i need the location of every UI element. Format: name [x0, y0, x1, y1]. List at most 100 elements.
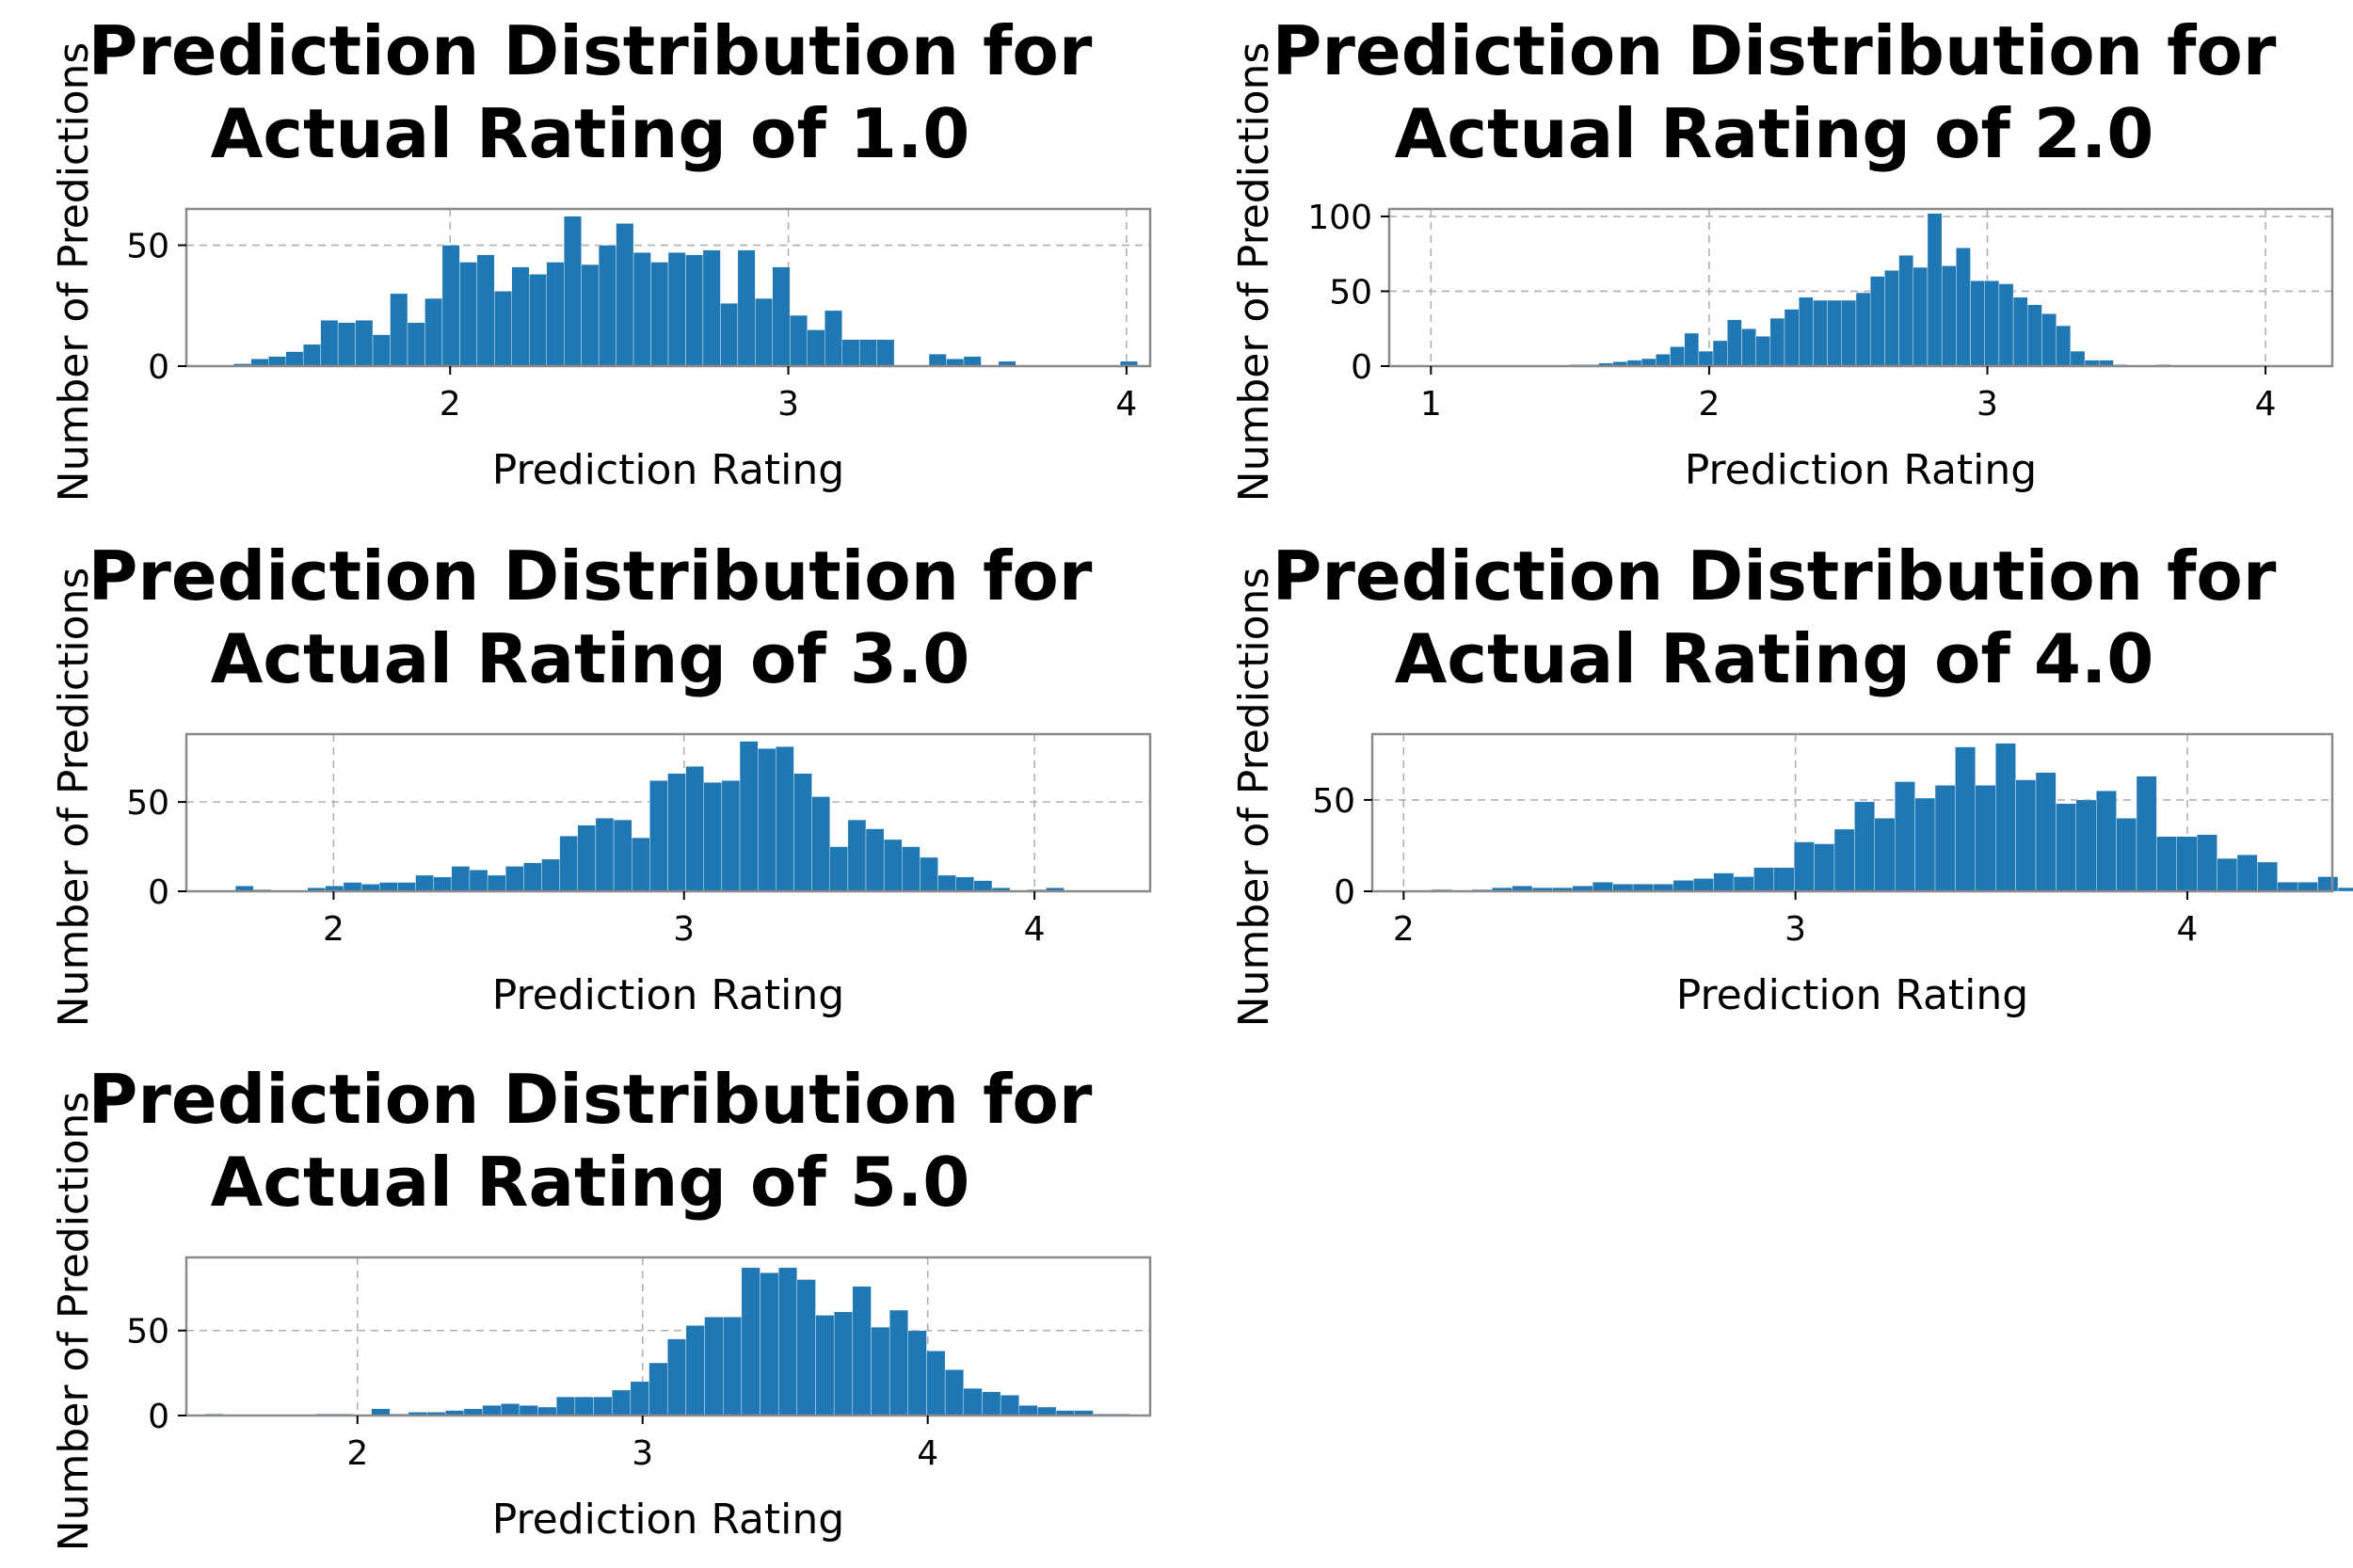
histogram-bar	[441, 245, 460, 367]
histogram-bar	[982, 1391, 1001, 1416]
histogram-bar	[546, 262, 565, 367]
histogram-bar	[926, 1351, 946, 1416]
histogram-bar	[829, 846, 849, 892]
histogram-bar	[667, 252, 686, 367]
histogram-bar	[415, 874, 434, 892]
histogram-bar	[685, 765, 704, 892]
histogram-bar	[741, 1267, 760, 1416]
histogram-bar	[2257, 861, 2278, 892]
x-tick-label: 4	[2255, 385, 2277, 424]
histogram-bar	[593, 1396, 613, 1416]
chart-title-line-1: Prediction Distribution for	[1273, 536, 2277, 616]
histogram-bar	[1727, 319, 1742, 367]
histogram-bar	[1869, 276, 1885, 367]
histogram-bar	[1713, 872, 1735, 892]
histogram-bar	[737, 249, 756, 367]
chart-title-line-1: Prediction Distribution for	[1273, 11, 2277, 90]
histogram-bar	[372, 334, 391, 367]
histogram-bar	[2035, 772, 2057, 892]
y-tick-label: 0	[1334, 873, 1355, 912]
x-tick-label: 4	[2177, 910, 2199, 949]
x-tick-label: 4	[917, 1434, 938, 1473]
histogram-bar	[1841, 299, 1857, 367]
plot-frame	[184, 1256, 1152, 1417]
histogram-bar	[268, 356, 286, 367]
histogram-bar	[519, 1404, 538, 1416]
chart-title-line-2: Actual Rating of 1.0	[211, 94, 970, 173]
histogram-bar	[487, 874, 506, 892]
histogram-bar	[2041, 313, 2057, 367]
y-tick-label: 50	[126, 784, 169, 823]
histogram-bar	[482, 1404, 502, 1416]
histogram-bar	[1914, 797, 1936, 892]
plot-frame	[184, 207, 1152, 368]
histogram-bar	[2056, 803, 2077, 892]
histogram-bar	[702, 249, 721, 367]
histogram-bar	[963, 356, 982, 367]
histogram-bar	[722, 1317, 743, 1416]
histogram-bar	[973, 880, 993, 892]
histogram-bar	[852, 1286, 872, 1416]
histogram-bar	[1712, 340, 1728, 367]
histogram-bar	[2176, 836, 2198, 892]
histogram-bar	[2297, 882, 2318, 892]
x-tick-label: 2	[1393, 910, 1415, 949]
histogram-bar	[739, 741, 759, 892]
histogram-bar	[920, 856, 938, 892]
histogram-bar	[285, 351, 304, 367]
histogram-bar	[685, 254, 704, 367]
histogram-bar	[1755, 335, 1771, 367]
histogram-bar	[833, 1311, 854, 1416]
histogram-bar	[577, 824, 597, 892]
histogram-bar	[1874, 818, 1896, 892]
histogram-bar	[1794, 841, 1815, 892]
histogram-bar	[772, 266, 791, 367]
histogram-bar	[955, 876, 975, 892]
histogram-bar	[2012, 296, 2028, 367]
x-tick-label: 1	[1420, 385, 1442, 424]
histogram-bar	[704, 1317, 724, 1416]
x-tick-label: 3	[1785, 910, 1806, 949]
histogram-bar	[847, 819, 867, 892]
histogram-bar	[2116, 818, 2137, 892]
histogram-bar	[907, 1330, 927, 1416]
histogram-bar	[1941, 265, 1957, 367]
histogram-bar	[1998, 283, 2014, 367]
histogram-bar	[757, 747, 776, 892]
histogram-bar	[630, 1381, 649, 1416]
histogram-bar	[2317, 876, 2339, 892]
histogram-bar	[777, 1267, 798, 1416]
histogram-bar	[815, 1315, 835, 1416]
histogram-bar	[790, 314, 808, 367]
histogram-bar	[811, 796, 830, 892]
histogram-bar	[1656, 354, 1671, 367]
histogram-bar	[1827, 299, 1842, 367]
histogram-bar	[598, 245, 616, 367]
x-tick-label: 2	[1698, 385, 1720, 424]
histogram-bar	[793, 773, 812, 892]
histogram-bar	[649, 780, 668, 892]
plot-frame	[1387, 207, 2334, 368]
histogram-bar	[556, 1396, 576, 1416]
histogram-bar	[1813, 299, 1828, 367]
histogram-bar	[1975, 785, 1996, 892]
histogram-bar	[2197, 834, 2217, 892]
chart-title-line-2: Actual Rating of 3.0	[211, 619, 970, 698]
histogram-bar	[501, 1403, 520, 1416]
histogram-bar	[476, 254, 495, 367]
y-tick-label: 50	[1312, 782, 1355, 821]
histogram-bar	[511, 266, 530, 367]
histogram-bar	[612, 1389, 632, 1416]
histogram-bar	[1884, 270, 1899, 367]
histogram-bar	[424, 297, 443, 367]
histogram-bar	[397, 882, 416, 892]
x-tick-label: 3	[673, 910, 695, 949]
y-tick-label: 50	[126, 228, 169, 266]
x-axis-label: Prediction Rating	[492, 1496, 844, 1544]
histogram-bar	[1970, 280, 1985, 367]
